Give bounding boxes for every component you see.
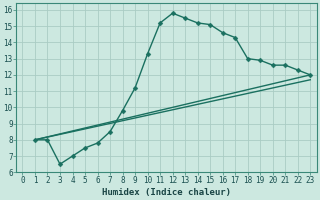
X-axis label: Humidex (Indice chaleur): Humidex (Indice chaleur) bbox=[102, 188, 231, 197]
